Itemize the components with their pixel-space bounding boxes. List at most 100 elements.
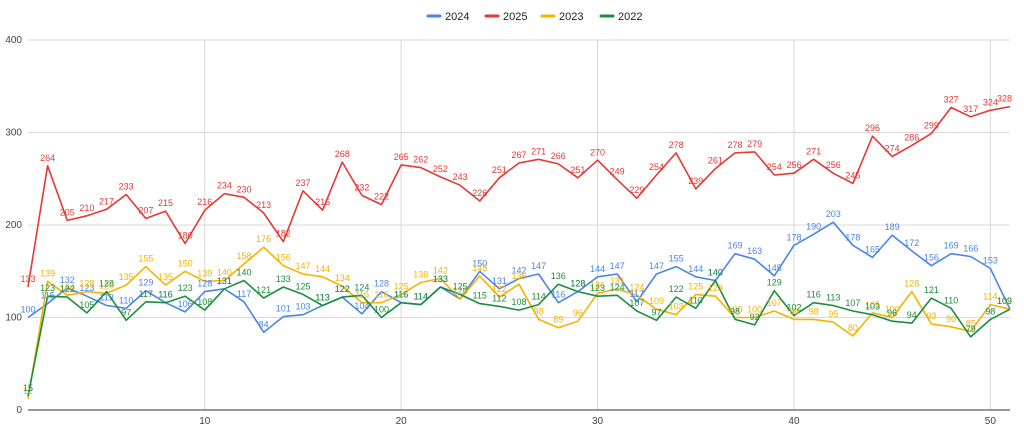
data-label: 222 — [374, 192, 389, 202]
data-label: 113 — [315, 292, 329, 302]
data-label: 150 — [472, 258, 487, 268]
data-label: 12 — [23, 386, 33, 396]
data-label: 267 — [511, 150, 526, 160]
data-label: 136 — [551, 271, 566, 281]
data-label: 115 — [473, 291, 487, 301]
data-label: 113 — [826, 292, 840, 302]
data-label: 190 — [806, 221, 821, 231]
data-label: 128 — [79, 279, 94, 289]
data-label: 100 — [885, 305, 900, 315]
data-label: 93 — [926, 311, 936, 321]
data-label: 113 — [315, 292, 329, 302]
data-label: 80 — [848, 323, 858, 333]
data-label: 251 — [570, 165, 585, 175]
data-label: 122 — [335, 284, 350, 294]
data-label: 116 — [551, 290, 565, 300]
data-label: 140 — [708, 268, 723, 278]
data-label: 103 — [669, 302, 684, 312]
data-label: 216 — [197, 197, 212, 207]
data-label: 138 — [413, 269, 428, 279]
data-label: 216 — [315, 197, 330, 207]
data-label: 98 — [789, 306, 799, 316]
data-label: 109 — [649, 296, 664, 306]
data-label: 317 — [963, 104, 978, 114]
data-label: 140 — [237, 268, 252, 278]
data-label: 213 — [256, 200, 271, 210]
data-label: 122 — [335, 284, 350, 294]
legend: 2024 2025 2023 2022 — [426, 11, 642, 23]
data-label: 252 — [433, 164, 448, 174]
data-label: 116 — [806, 290, 820, 300]
data-label: 135 — [119, 272, 134, 282]
data-label: 299 — [924, 120, 939, 130]
data-label: 150 — [178, 258, 193, 268]
data-label: 158 — [237, 251, 252, 261]
data-label: 105 — [865, 300, 880, 310]
data-label: 79 — [966, 324, 976, 334]
series-layer — [27, 105, 1011, 400]
data-label: 108 — [511, 297, 526, 307]
data-label: 125 — [295, 281, 310, 291]
data-label: 128 — [99, 279, 114, 289]
data-label: 122 — [60, 284, 75, 294]
x-tick-label: 30 — [592, 416, 604, 427]
data-label: 133 — [433, 274, 448, 284]
data-label: 254 — [767, 162, 782, 172]
data-label: 124 — [354, 282, 369, 292]
data-label: 274 — [885, 144, 900, 154]
data-label: 237 — [295, 178, 310, 188]
data-label: 142 — [433, 266, 448, 276]
legend-label: 2023 — [559, 11, 583, 23]
data-label: 245 — [845, 170, 860, 180]
data-label: 210 — [79, 203, 94, 213]
y-tick-label: 300 — [5, 128, 22, 139]
data-label: 147 — [610, 261, 625, 271]
data-label: 133 — [276, 274, 291, 284]
data-label: 116 — [374, 290, 388, 300]
data-label: 85 — [966, 318, 976, 328]
data-label: 153 — [983, 255, 998, 265]
data-label: 97 — [121, 307, 131, 317]
data-label: 98 — [809, 306, 819, 316]
data-label: 286 — [904, 132, 919, 142]
y-tick-label: 100 — [5, 313, 22, 324]
data-label: 121 — [256, 285, 271, 295]
data-label: 95 — [828, 309, 838, 319]
data-label: 100 — [747, 305, 762, 315]
data-label: 96 — [573, 308, 583, 318]
data-label: 84 — [259, 319, 269, 329]
data-label: 155 — [669, 254, 684, 264]
data-label: 217 — [99, 196, 114, 206]
data-label: 135 — [158, 272, 173, 282]
data-label: 147 — [649, 261, 664, 271]
data-label: 104 — [354, 301, 369, 311]
data-label: 123 — [178, 283, 193, 293]
data-label: 109 — [997, 296, 1012, 306]
data-label: 128 — [374, 279, 389, 289]
data-label: 112 — [492, 293, 506, 303]
data-label: 129 — [138, 278, 153, 288]
data-label: 103 — [295, 302, 310, 312]
data-label: 176 — [256, 234, 271, 244]
series-line-2024 — [27, 221, 1011, 334]
data-label: 256 — [826, 160, 841, 170]
data-label: 109 — [997, 296, 1012, 306]
data-label: 131 — [610, 276, 625, 286]
data-label: 128 — [570, 279, 585, 289]
data-label: 126 — [99, 280, 114, 290]
data-label: 172 — [904, 238, 919, 248]
data-label: 110 — [944, 295, 958, 305]
data-label: 230 — [237, 184, 252, 194]
data-label: 124 — [60, 282, 75, 292]
data-label: 96 — [887, 308, 897, 318]
data-label: 131 — [217, 276, 232, 286]
data-label: 131 — [217, 276, 232, 286]
data-label: 262 — [413, 155, 428, 165]
data-label: 125 — [453, 281, 468, 291]
data-label: 142 — [511, 266, 526, 276]
y-tick-label: 400 — [5, 35, 22, 46]
data-label: 128 — [197, 279, 212, 289]
data-label: 226 — [472, 188, 487, 198]
data-label: 166 — [963, 243, 978, 253]
data-label: 178 — [786, 232, 801, 242]
